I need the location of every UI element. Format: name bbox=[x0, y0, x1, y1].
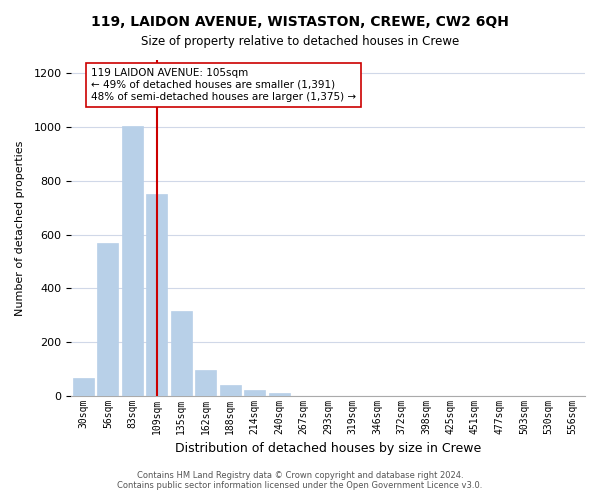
Text: 119, LAIDON AVENUE, WISTASTON, CREWE, CW2 6QH: 119, LAIDON AVENUE, WISTASTON, CREWE, CW… bbox=[91, 15, 509, 29]
Bar bbox=[196, 370, 216, 396]
Bar bbox=[73, 378, 94, 396]
Bar bbox=[220, 385, 241, 396]
Bar bbox=[244, 390, 265, 396]
Bar bbox=[269, 393, 290, 396]
X-axis label: Distribution of detached houses by size in Crewe: Distribution of detached houses by size … bbox=[175, 442, 481, 455]
Bar bbox=[122, 126, 143, 396]
Y-axis label: Number of detached properties: Number of detached properties bbox=[15, 140, 25, 316]
Bar bbox=[97, 242, 118, 396]
Bar bbox=[146, 194, 167, 396]
Text: 119 LAIDON AVENUE: 105sqm
← 49% of detached houses are smaller (1,391)
48% of se: 119 LAIDON AVENUE: 105sqm ← 49% of detac… bbox=[91, 68, 356, 102]
Bar bbox=[171, 311, 191, 396]
Text: Contains HM Land Registry data © Crown copyright and database right 2024.
Contai: Contains HM Land Registry data © Crown c… bbox=[118, 470, 482, 490]
Text: Size of property relative to detached houses in Crewe: Size of property relative to detached ho… bbox=[141, 35, 459, 48]
